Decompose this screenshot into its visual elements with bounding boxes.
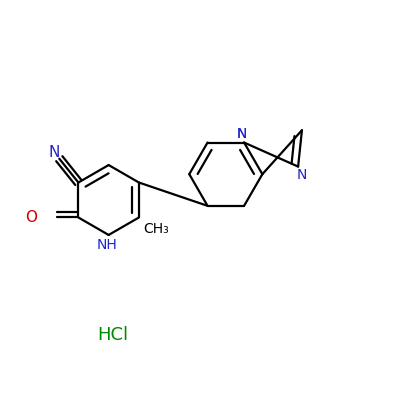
Text: NH: NH <box>96 238 117 252</box>
Text: N: N <box>237 127 247 141</box>
Text: N: N <box>237 127 247 141</box>
Text: N: N <box>297 168 307 182</box>
Text: N: N <box>48 145 60 160</box>
Text: O: O <box>25 210 37 225</box>
Text: CH₃: CH₃ <box>144 222 170 236</box>
Text: HCl: HCl <box>97 326 128 344</box>
